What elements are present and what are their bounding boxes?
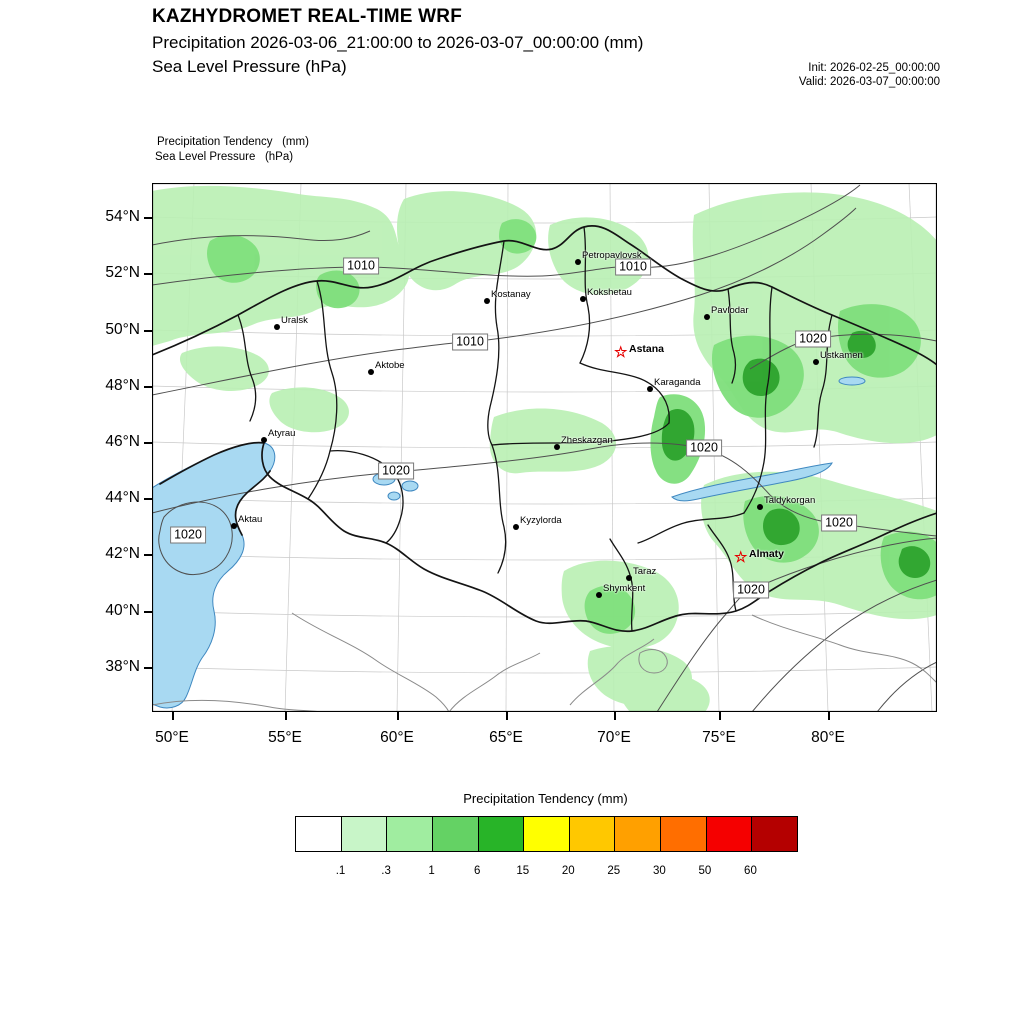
colorbar-cell <box>387 817 433 851</box>
y-axis-label: 38°N <box>105 658 140 675</box>
colorbar-cell <box>615 817 662 851</box>
y-axis-label: 44°N <box>105 489 140 506</box>
lake-zaysan <box>838 376 866 386</box>
valid-time-label: Valid: 2026-03-07_00:00:00 <box>798 76 940 88</box>
x-axis-tick <box>397 712 399 720</box>
x-axis-label: 75°E <box>702 729 736 746</box>
colorbar-tick-label: .1 <box>335 865 346 877</box>
y-axis-label: 54°N <box>105 208 140 225</box>
map-border <box>151 182 938 713</box>
y-axis-label: 42°N <box>105 545 140 562</box>
x-axis-tick <box>614 712 616 720</box>
y-axis-label: 50°N <box>105 321 140 338</box>
colorbar-cell <box>661 817 707 851</box>
aral-sea <box>401 480 419 492</box>
x-axis-label: 60°E <box>380 729 414 746</box>
y-axis-tick <box>144 667 152 669</box>
weather-map <box>151 182 938 713</box>
aral-sea <box>372 472 396 486</box>
region-borders <box>151 225 938 633</box>
aral-sea <box>387 491 401 501</box>
colorbar-tick-label: 25 <box>607 865 621 877</box>
precipitation-heavy-areas <box>661 330 931 578</box>
colorbar-tick-label: 1 <box>428 865 435 877</box>
kazakhstan-south-border <box>261 442 938 633</box>
x-axis-tick <box>828 712 830 720</box>
caspian-coast-border <box>159 441 265 485</box>
colorbar-cell <box>569 817 616 851</box>
x-axis-tick <box>172 712 174 720</box>
colorbar-cell <box>296 817 342 851</box>
x-axis-label: 50°E <box>155 729 189 746</box>
oblast-borders <box>237 226 833 632</box>
map-legend-precip-tendency: Precipitation Tendency (mm) <box>157 136 309 148</box>
precipitation-period-subtitle: Precipitation 2026-03-06_21:00:00 to 202… <box>152 33 644 52</box>
colorbar-tick-label: 15 <box>516 865 530 877</box>
weather-map-svg <box>151 182 938 713</box>
colorbar-cell <box>524 817 570 851</box>
map-legend-slp: Sea Level Pressure (hPa) <box>155 151 294 163</box>
y-axis-label: 46°N <box>105 433 140 450</box>
colorbar-cell <box>432 817 479 851</box>
colorbar-cell <box>752 817 798 851</box>
y-axis-tick <box>144 217 152 219</box>
lake-balkhash <box>671 462 833 502</box>
colorbar-tick-label: 30 <box>652 865 666 877</box>
y-axis-tick <box>144 386 152 388</box>
colorbar-tick-label: 50 <box>698 865 712 877</box>
page-title: KAZHYDROMET REAL-TIME WRF <box>152 6 463 27</box>
neighbor-borders <box>151 612 938 713</box>
x-axis-tick <box>719 712 721 720</box>
y-axis-label: 40°N <box>105 602 140 619</box>
sea-level-pressure-subtitle: Sea Level Pressure (hPa) <box>152 57 347 76</box>
colorbar-tick-label: .3 <box>381 865 391 877</box>
x-axis-label: 70°E <box>597 729 631 746</box>
colorbar-tick-label: 60 <box>744 865 757 877</box>
y-axis-tick <box>144 330 152 332</box>
colorbar-cell <box>341 817 388 851</box>
colorbar-tick-label: 6 <box>473 865 481 877</box>
caspian-coast-border <box>234 470 271 536</box>
y-axis-tick <box>144 498 152 500</box>
colorbar-tick-label: 20 <box>561 865 575 877</box>
x-axis-label: 65°E <box>489 729 523 746</box>
colorbar-title: Precipitation Tendency (mm) <box>463 791 628 806</box>
init-time-label: Init: 2026-02-25_00:00:00 <box>808 62 940 74</box>
colorbar-cell <box>706 817 753 851</box>
y-axis-label: 52°N <box>105 264 140 281</box>
x-axis-label: 55°E <box>268 729 302 746</box>
x-axis-label: 80°E <box>811 729 845 746</box>
x-axis-tick <box>506 712 508 720</box>
y-axis-tick <box>144 611 152 613</box>
colorbar <box>295 816 798 852</box>
y-axis-tick <box>144 273 152 275</box>
colorbar-cell <box>478 817 525 851</box>
x-axis-tick <box>285 712 287 720</box>
y-axis-tick <box>144 554 152 556</box>
y-axis-tick <box>144 442 152 444</box>
y-axis-label: 48°N <box>105 377 140 394</box>
